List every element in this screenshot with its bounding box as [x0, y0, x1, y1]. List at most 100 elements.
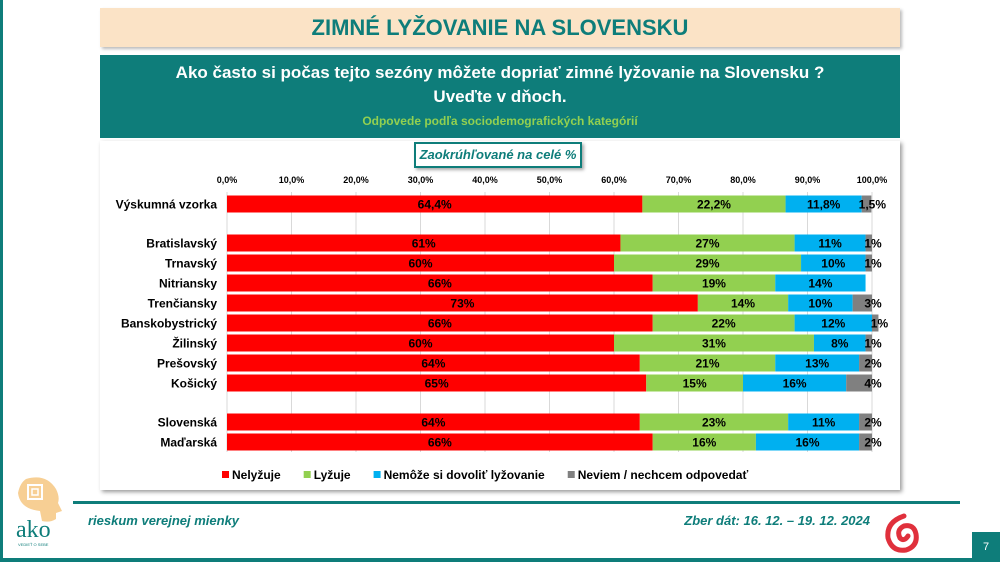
- row-label: Výskumná vzorka: [116, 198, 218, 212]
- bar-segment-neviem-nechcem-odpoveda-: [865, 254, 872, 272]
- x-tick-label: 0,0%: [217, 175, 238, 185]
- x-tick-label: 20,0%: [343, 175, 369, 185]
- bar-segment-neviem-nechcem-odpoveda-: [872, 314, 879, 332]
- footer-divider: [73, 501, 960, 504]
- data-label: 3%: [864, 297, 882, 311]
- data-label: 16%: [795, 436, 819, 450]
- data-label: 1%: [864, 237, 882, 251]
- data-label: 13%: [805, 357, 829, 371]
- spiral-logo-icon: [882, 512, 922, 559]
- data-label: 2%: [864, 357, 882, 371]
- data-label: 60%: [408, 257, 432, 271]
- footer-left-text: rieskum verejnej mienky: [88, 513, 240, 528]
- bar-segment-nely-uje: [227, 294, 698, 312]
- data-label: 73%: [450, 297, 474, 311]
- x-tick-label: 90,0%: [795, 175, 821, 185]
- bar-segment-nely-uje: [227, 274, 653, 292]
- data-label: 22%: [712, 317, 736, 331]
- data-label: 21%: [696, 357, 720, 371]
- data-label: 64%: [421, 416, 445, 430]
- bar-segment-nely-uje: [227, 433, 653, 451]
- row-label: Košický: [171, 377, 217, 391]
- data-label: 14%: [808, 277, 832, 291]
- data-label: 10%: [821, 257, 845, 271]
- bar-segment-ly-uje: [614, 254, 802, 272]
- bar-segment-nely-uje: [227, 314, 653, 332]
- data-label: 16%: [692, 436, 716, 450]
- data-label: 15%: [683, 377, 707, 391]
- legend-swatch: [567, 471, 575, 478]
- legend-label: Nelyžuje: [232, 468, 281, 482]
- footer-date: Zber dát: 16. 12. – 19. 12. 2024: [684, 513, 870, 528]
- row-label: Trenčiansky: [148, 297, 218, 311]
- bar-segment-ly-uje: [652, 274, 776, 292]
- bar-segment-neviem-nechcem-odpoveda-: [859, 433, 872, 451]
- row-label: Trnavský: [165, 257, 217, 271]
- svg-text:ako: ako: [16, 517, 51, 543]
- bar-segment-nely-uje: [227, 334, 614, 352]
- bar-segment-ly-uje: [620, 234, 795, 252]
- bar-segment-nem-e-si-dovoli-ly-ovanie: [794, 314, 872, 332]
- data-label: 27%: [696, 237, 720, 251]
- x-tick-label: 10,0%: [279, 175, 305, 185]
- row-label: Slovenská: [158, 416, 218, 430]
- bar-segment-nem-e-si-dovoli-ly-ovanie: [794, 234, 866, 252]
- data-label: 14%: [731, 297, 755, 311]
- bar-segment-neviem-nechcem-odpoveda-: [865, 334, 872, 352]
- bar-segment-ly-uje: [652, 433, 756, 451]
- bar-segment-ly-uje: [639, 354, 776, 372]
- bar-segment-nely-uje: [227, 354, 640, 372]
- rounding-note: Zaokrúhľované na celé %: [414, 142, 582, 168]
- data-label: 8%: [831, 337, 849, 351]
- bar-segment-nem-e-si-dovoli-ly-ovanie: [775, 354, 860, 372]
- data-label: 11%: [818, 237, 842, 251]
- data-label: 60%: [408, 337, 432, 351]
- bar-segment-nem-e-si-dovoli-ly-ovanie: [785, 195, 862, 213]
- x-tick-label: 60,0%: [601, 175, 627, 185]
- legend-label: Lyžuje: [314, 468, 351, 482]
- x-tick-label: 100,0%: [857, 175, 888, 185]
- legend-label: Neviem / nechcem odpovedať: [578, 468, 749, 482]
- data-label: 64,4%: [418, 198, 452, 212]
- row-label: Žilinský: [172, 336, 217, 351]
- bar-segment-nem-e-si-dovoli-ly-ovanie: [801, 254, 866, 272]
- bar-segment-ly-uje: [639, 413, 789, 431]
- x-tick-label: 80,0%: [730, 175, 756, 185]
- data-label: 11,8%: [807, 198, 841, 212]
- bar-segment-neviem-nechcem-odpoveda-: [859, 354, 872, 372]
- data-label: 12%: [821, 317, 845, 331]
- ako-logo: ako VEDIEŤ O SEBE: [12, 475, 72, 550]
- data-label: 1%: [864, 257, 882, 271]
- x-tick-label: 40,0%: [472, 175, 498, 185]
- data-label: 64%: [421, 357, 445, 371]
- svg-text:VEDIEŤ O SEBE: VEDIEŤ O SEBE: [18, 542, 49, 547]
- data-label: 66%: [428, 277, 452, 291]
- question-box: Ako často si počas tejto sezóny môžete d…: [100, 55, 900, 138]
- data-label: 11%: [812, 416, 836, 430]
- bar-segment-nely-uje: [227, 195, 643, 213]
- x-tick-label: 70,0%: [666, 175, 692, 185]
- row-label: Bratislavský: [146, 237, 217, 251]
- bar-segment-nely-uje: [227, 413, 640, 431]
- bar-segment-ly-uje: [646, 374, 743, 392]
- row-label: Maďarská: [160, 436, 217, 450]
- data-label: 10%: [808, 297, 832, 311]
- data-label: 1%: [871, 317, 889, 331]
- bar-segment-ly-uje: [652, 314, 795, 332]
- data-label: 31%: [702, 337, 726, 351]
- data-label: 2%: [864, 436, 882, 450]
- bar-segment-neviem-nechcem-odpoveda-: [852, 294, 872, 312]
- bar-segment-nem-e-si-dovoli-ly-ovanie: [755, 433, 860, 451]
- data-label: 66%: [428, 317, 452, 331]
- data-label: 4%: [864, 377, 882, 391]
- bar-segment-neviem-nechcem-odpoveda-: [859, 413, 872, 431]
- data-label: 1%: [864, 337, 882, 351]
- x-tick-label: 50,0%: [537, 175, 563, 185]
- legend-swatch: [303, 471, 311, 478]
- data-label: 19%: [702, 277, 726, 291]
- page-number: 7: [972, 532, 1000, 562]
- x-tick-label: 30,0%: [408, 175, 434, 185]
- bar-segment-neviem-nechcem-odpoveda-: [861, 195, 872, 213]
